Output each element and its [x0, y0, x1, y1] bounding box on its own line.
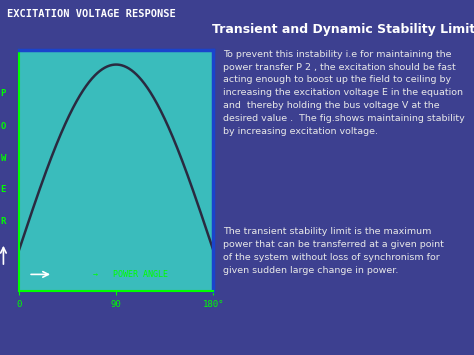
Text: P: P: [1, 89, 6, 98]
Text: W: W: [1, 154, 6, 163]
Text: R: R: [1, 217, 6, 225]
Text: E: E: [1, 185, 6, 194]
Text: O: O: [1, 122, 6, 131]
Text: EXCITATION VOLTAGE RESPONSE: EXCITATION VOLTAGE RESPONSE: [7, 9, 175, 19]
Text: To prevent this instability i.e for maintaining the
power transfer P 2 , the exc: To prevent this instability i.e for main…: [223, 50, 465, 136]
Text: Transient and Dynamic Stability Limit.: Transient and Dynamic Stability Limit.: [212, 23, 474, 36]
Text: →   POWER ANGLE: → POWER ANGLE: [93, 270, 168, 279]
Text: The transient stability limit is the maximum
power that can be transferred at a : The transient stability limit is the max…: [223, 227, 444, 275]
